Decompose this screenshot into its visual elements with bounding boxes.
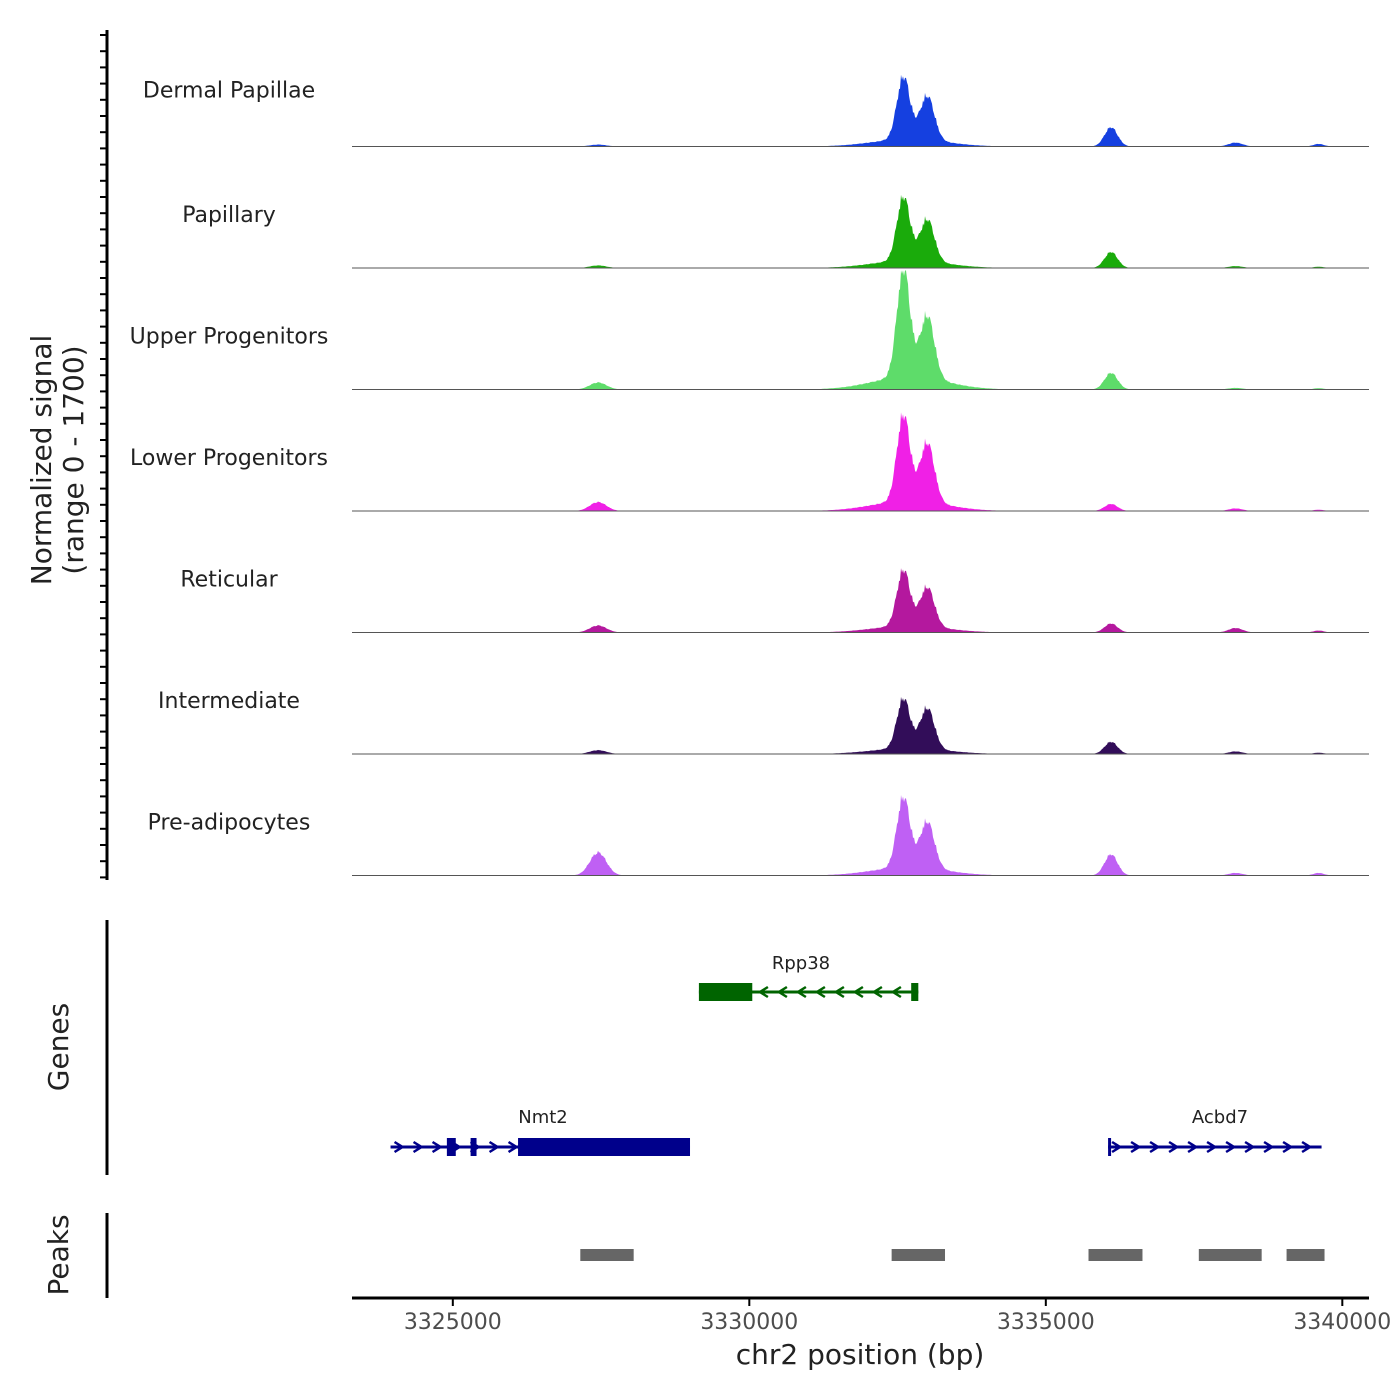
gene-label: Rpp38 xyxy=(772,953,830,974)
track-label: Intermediate xyxy=(158,689,300,714)
track-papillary: Papillary xyxy=(182,194,1369,269)
signal-area xyxy=(352,696,1369,754)
strand-arrow xyxy=(1130,1140,1142,1154)
signal-tracks: Dermal Papillae Papillary Upper Progenitor… xyxy=(130,74,1369,876)
x-tick-label: 3340000 xyxy=(1293,1310,1391,1335)
genes-y-axis-label: Genes xyxy=(42,1003,75,1091)
x-axis-label: chr2 position (bp) xyxy=(736,1338,985,1371)
strand-arrow xyxy=(795,985,807,999)
gene-nmt2: Nmt2 xyxy=(390,1107,691,1156)
exon xyxy=(446,1138,456,1156)
strand-arrow xyxy=(852,985,864,999)
exon xyxy=(911,983,919,1001)
strand-arrow xyxy=(488,1140,500,1154)
gene-rpp38: Rpp38 xyxy=(698,953,919,1001)
peak-region-track xyxy=(580,1249,1325,1261)
track-label: Dermal Papillae xyxy=(143,79,315,104)
strand-arrow xyxy=(890,985,902,999)
track-label: Lower Progenitors xyxy=(130,446,328,471)
track-label: Papillary xyxy=(182,203,276,228)
signal-y-axis-label-line2: (range 0 - 1700) xyxy=(57,345,90,574)
x-axis: 3325000 3330000 3335000 3340000 xyxy=(352,1296,1391,1335)
track-lower-progenitors: Lower Progenitors xyxy=(130,412,1369,512)
track-dermal-papillae: Dermal Papillae xyxy=(143,74,1369,147)
strand-arrow xyxy=(1206,1140,1218,1154)
signal-y-axis xyxy=(100,30,109,880)
strand-arrow xyxy=(1149,1140,1161,1154)
track-label: Upper Progenitors xyxy=(130,325,329,350)
strand-arrow xyxy=(393,1140,405,1154)
signal-y-axis-label-line1: Normalized signal xyxy=(25,335,58,586)
strand-arrow xyxy=(412,1140,424,1154)
exon xyxy=(518,1138,691,1156)
strand-arrow xyxy=(776,985,788,999)
track-pre-adipocytes: Pre-adipocytes xyxy=(148,795,1369,876)
track-label: Pre-adipocytes xyxy=(148,811,311,836)
exon xyxy=(1108,1138,1112,1156)
signal-area xyxy=(352,270,1369,390)
gene-annotation-track: Rpp38 Nmt2 Acbd7 xyxy=(390,953,1322,1156)
signal-area xyxy=(352,412,1369,511)
strand-arrow xyxy=(1244,1140,1256,1154)
signal-area xyxy=(352,568,1369,633)
strand-arrow xyxy=(507,1140,519,1154)
strand-arrow xyxy=(1301,1140,1313,1154)
exon xyxy=(470,1138,477,1156)
exon xyxy=(698,983,753,1001)
track-intermediate: Intermediate xyxy=(158,689,1369,755)
strand-arrow xyxy=(1187,1140,1199,1154)
peaks-y-axis-label: Peaks xyxy=(42,1214,75,1295)
gene-acbd7: Acbd7 xyxy=(1108,1107,1322,1156)
strand-arrow xyxy=(814,985,826,999)
strand-arrow xyxy=(1282,1140,1294,1154)
strand-arrow xyxy=(757,985,769,999)
strand-arrow xyxy=(1111,1140,1123,1154)
x-tick-label: 3335000 xyxy=(997,1310,1095,1335)
signal-area xyxy=(352,74,1369,147)
strand-arrow xyxy=(431,1140,443,1154)
peak-region xyxy=(891,1249,946,1261)
gene-label: Acbd7 xyxy=(1192,1107,1248,1128)
peak-region xyxy=(1286,1249,1325,1261)
x-tick-label: 3330000 xyxy=(700,1310,798,1335)
peak-region xyxy=(580,1249,634,1261)
strand-arrow xyxy=(1225,1140,1237,1154)
track-reticular: Reticular xyxy=(180,568,1369,633)
track-upper-progenitors: Upper Progenitors xyxy=(130,270,1369,390)
strand-arrow xyxy=(1263,1140,1275,1154)
strand-arrow xyxy=(833,985,845,999)
x-tick-label: 3325000 xyxy=(404,1310,502,1335)
strand-arrow xyxy=(1168,1140,1180,1154)
signal-area xyxy=(352,194,1369,268)
track-label: Reticular xyxy=(180,568,278,593)
peak-region xyxy=(1198,1249,1262,1261)
gene-label: Nmt2 xyxy=(518,1107,568,1128)
strand-arrow xyxy=(871,985,883,999)
signal-area xyxy=(352,795,1369,876)
peak-region xyxy=(1088,1249,1143,1261)
